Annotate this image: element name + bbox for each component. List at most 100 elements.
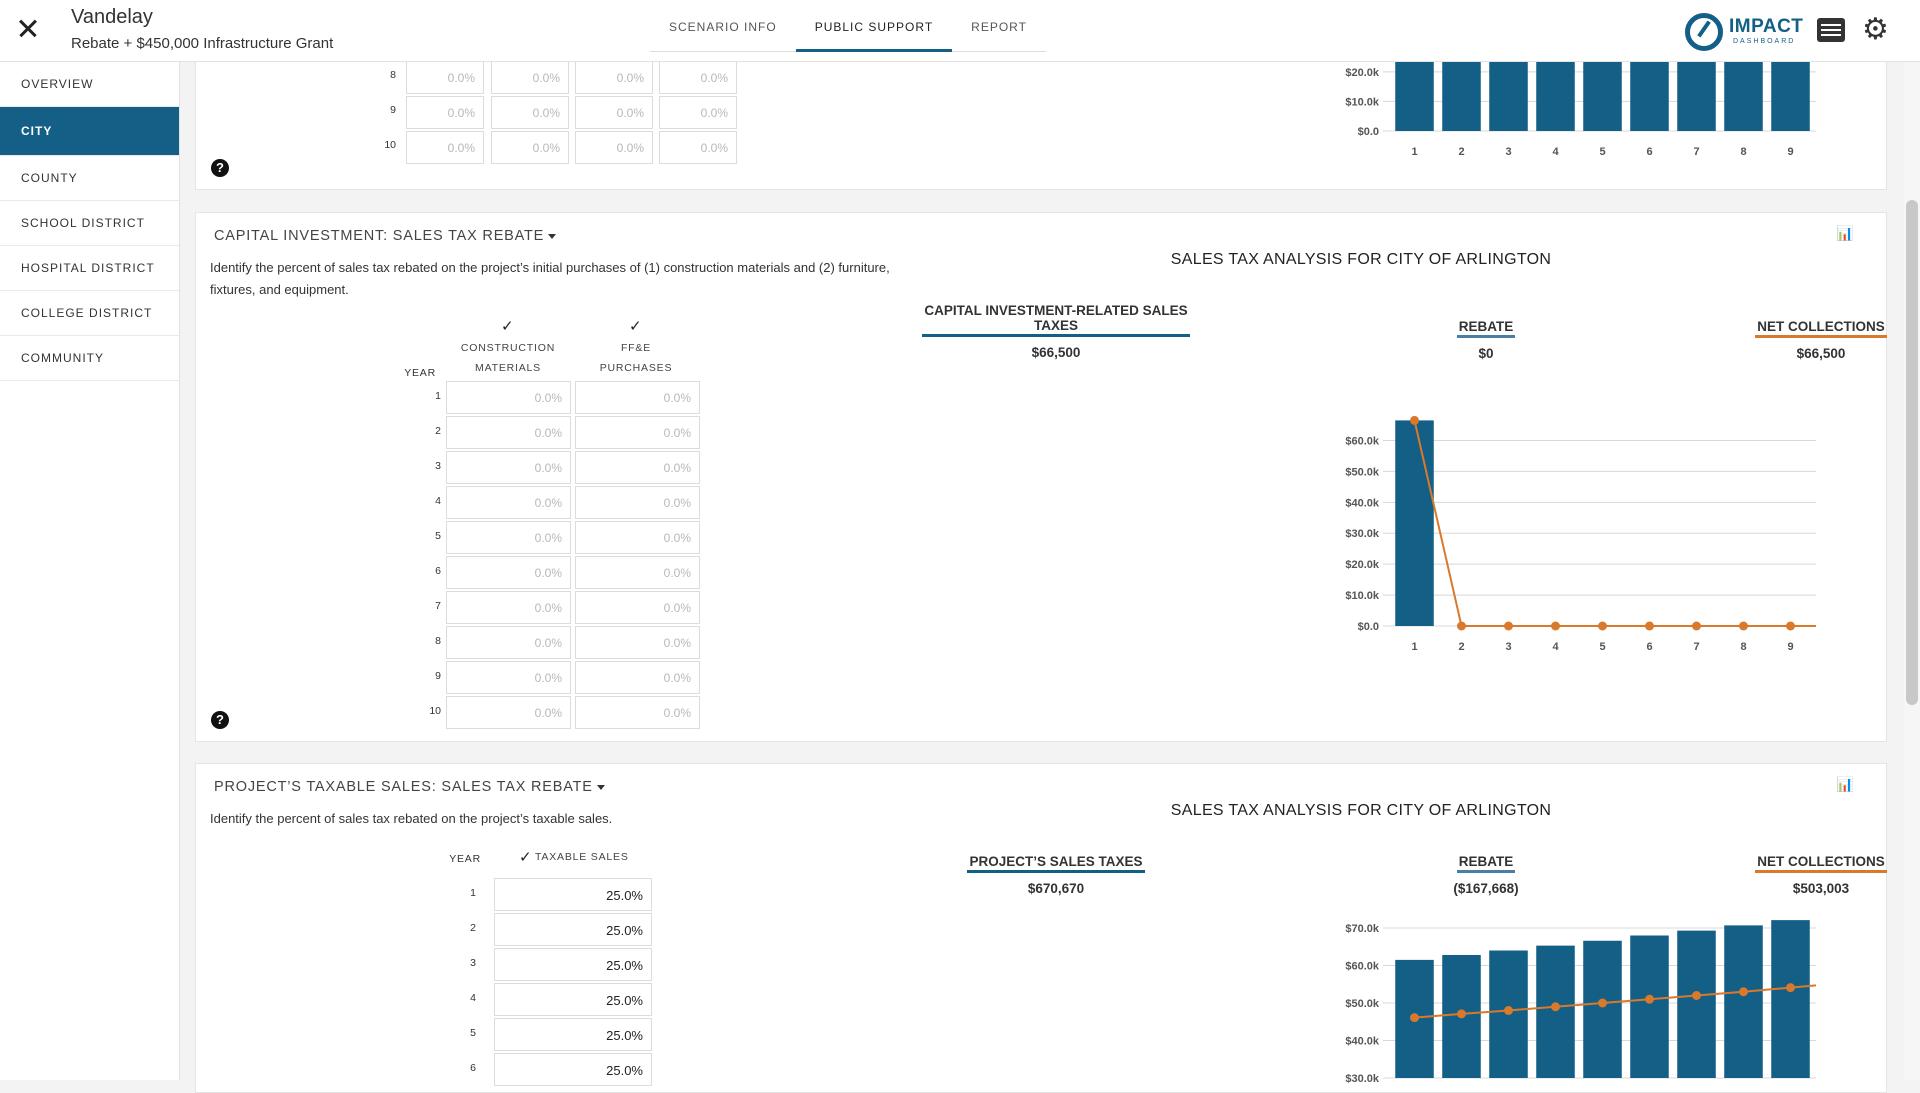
gear-icon[interactable]: ⚙ xyxy=(1862,13,1889,46)
x-tick-label: 4 xyxy=(1552,641,1559,653)
taxable-sales-rate-input[interactable]: 25.0% xyxy=(494,878,652,911)
construction-rate-input[interactable]: 0.0% xyxy=(446,696,571,729)
net-collections-point xyxy=(1598,621,1607,631)
sidebar-item-county[interactable]: COUNTY xyxy=(0,156,179,201)
caret-down-icon[interactable] xyxy=(548,233,557,239)
metric-rebate: REBATE ($167,668) xyxy=(1453,854,1519,896)
tab-report[interactable]: REPORT xyxy=(971,20,1027,34)
y-tick-label: $40.0k xyxy=(1345,1036,1380,1048)
rate-input[interactable]: 0.0% xyxy=(406,96,484,129)
row-label: 1 xyxy=(435,390,441,402)
panel-title-taxable[interactable]: PROJECT’S TAXABLE SALES: SALES TAX REBAT… xyxy=(214,779,605,795)
construction-rate-input[interactable]: 0.0% xyxy=(446,626,571,659)
rate-input[interactable]: 0.0% xyxy=(406,61,484,94)
construction-rate-input[interactable]: 0.0% xyxy=(446,486,571,519)
ffe-rate-input[interactable]: 0.0% xyxy=(575,521,700,554)
net-collections-point xyxy=(1739,987,1748,997)
construction-rate-input[interactable]: 0.0% xyxy=(446,661,571,694)
x-tick-label: 2 xyxy=(1458,146,1464,158)
construction-rate-input[interactable]: 0.0% xyxy=(446,556,571,589)
rate-input[interactable]: 0.0% xyxy=(491,131,569,164)
taxable-sales-rate-input[interactable]: 25.0% xyxy=(494,983,652,1016)
ffe-rate-input[interactable]: 0.0% xyxy=(575,696,700,729)
sidebar-item-city[interactable]: CITY xyxy=(0,107,179,156)
y-tick-label: $60.0k xyxy=(1345,961,1380,973)
tab-public-support[interactable]: PUBLIC SUPPORT xyxy=(795,0,953,52)
construction-rate-input[interactable]: 0.0% xyxy=(446,416,571,449)
scenario-title: Vandelay xyxy=(71,6,153,28)
construction-rate-input[interactable]: 0.0% xyxy=(446,521,571,554)
tab-scenario-info[interactable]: SCENARIO INFO xyxy=(669,20,777,34)
bar xyxy=(1724,53,1763,131)
checkbox-ffe-purchases[interactable]: ✓ xyxy=(629,318,642,335)
row-label: 10 xyxy=(384,139,396,151)
y-tick-label: $10.0k xyxy=(1345,96,1380,108)
bar xyxy=(1583,940,1622,1078)
metric-net-collections: NET COLLECTIONS $66,500 xyxy=(1755,319,1887,361)
caret-down-icon[interactable] xyxy=(596,784,605,790)
bar-chart-icon[interactable]: 📊 xyxy=(1836,225,1854,241)
y-tick-label: $50.0k xyxy=(1345,466,1380,478)
col-header-taxable-sales: TAXABLE SALES xyxy=(535,851,629,863)
bar xyxy=(1724,925,1763,1078)
scrollbar-thumb[interactable] xyxy=(1906,200,1918,705)
rate-input[interactable]: 0.0% xyxy=(659,61,737,94)
x-tick-label: 1 xyxy=(1411,146,1417,158)
ffe-rate-input[interactable]: 0.0% xyxy=(575,451,700,484)
rate-input[interactable]: 0.0% xyxy=(491,61,569,94)
metric-rebate: REBATE $0 xyxy=(1456,319,1516,361)
rate-input[interactable]: 0.0% xyxy=(575,61,653,94)
logo-text: IMPACT xyxy=(1729,16,1804,37)
taxable-sales-rate-input[interactable]: 25.0% xyxy=(494,948,652,981)
sidebar-item-college-district[interactable]: COLLEGE DISTRICT xyxy=(0,291,179,336)
sidebar-item-community[interactable]: COMMUNITY xyxy=(0,336,179,381)
ffe-rate-input[interactable]: 0.0% xyxy=(575,556,700,589)
bar xyxy=(1442,53,1481,131)
bar xyxy=(1536,53,1575,131)
ffe-rate-input[interactable]: 0.0% xyxy=(575,416,700,449)
panel-description: Identify the percent of sales tax rebate… xyxy=(210,811,613,826)
checkbox-construction-materials[interactable]: ✓ xyxy=(501,318,514,335)
x-tick-label: 5 xyxy=(1599,146,1605,158)
bar-chart-icon[interactable]: 📊 xyxy=(1836,776,1854,792)
help-icon[interactable]: ? xyxy=(211,159,229,177)
taxable-sales-rate-input[interactable]: 25.0% xyxy=(494,1018,652,1051)
bar xyxy=(1771,920,1810,1078)
bar xyxy=(1771,53,1810,131)
construction-rate-input[interactable]: 0.0% xyxy=(446,381,571,414)
net-collections-point xyxy=(1786,983,1795,993)
net-collections-point xyxy=(1786,621,1795,631)
x-tick-label: 6 xyxy=(1646,641,1652,653)
rate-input[interactable]: 0.0% xyxy=(575,131,653,164)
close-icon[interactable] xyxy=(14,14,42,42)
ffe-rate-input[interactable]: 0.0% xyxy=(575,486,700,519)
row-label: 6 xyxy=(470,1062,476,1074)
rate-input[interactable]: 0.0% xyxy=(659,96,737,129)
panel-title-capital[interactable]: CAPITAL INVESTMENT: SALES TAX REBATE xyxy=(214,228,557,244)
net-collections-line xyxy=(1414,984,1816,1019)
sidebar-item-school-district[interactable]: SCHOOL DISTRICT xyxy=(0,201,179,246)
rate-input[interactable]: 0.0% xyxy=(491,96,569,129)
help-icon[interactable]: ? xyxy=(211,711,229,729)
taxable-sales-rate-input[interactable]: 25.0% xyxy=(494,1053,652,1086)
ffe-rate-input[interactable]: 0.0% xyxy=(575,591,700,624)
rate-input[interactable]: 0.0% xyxy=(659,131,737,164)
construction-rate-input[interactable]: 0.0% xyxy=(446,451,571,484)
bar xyxy=(1395,420,1434,626)
ffe-rate-input[interactable]: 0.0% xyxy=(575,661,700,694)
sidebar-item-overview[interactable]: OVERVIEW xyxy=(0,62,179,107)
taxable-sales-rate-input[interactable]: 25.0% xyxy=(494,913,652,946)
checkbox-taxable-sales[interactable]: ✓ xyxy=(519,849,532,866)
ffe-rate-input[interactable]: 0.0% xyxy=(575,626,700,659)
impact-dashboard-logo: IMPACT DASHBOARD xyxy=(1685,11,1803,53)
rate-input[interactable]: 0.0% xyxy=(406,131,484,164)
net-collections-point xyxy=(1598,998,1607,1008)
list-icon[interactable] xyxy=(1817,18,1845,42)
col-header-construction: CONSTRUCTION MATERIALS xyxy=(460,342,556,374)
ffe-rate-input[interactable]: 0.0% xyxy=(575,381,700,414)
construction-rate-input[interactable]: 0.0% xyxy=(446,591,571,624)
rate-input[interactable]: 0.0% xyxy=(575,96,653,129)
row-label: 8 xyxy=(435,635,441,647)
sidebar-item-hospital-district[interactable]: HOSPITAL DISTRICT xyxy=(0,246,179,291)
chart-view-icons: 📊 xyxy=(1836,225,1853,242)
